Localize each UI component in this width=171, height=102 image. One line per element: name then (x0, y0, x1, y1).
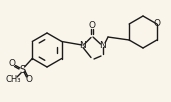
Text: CH₃: CH₃ (5, 75, 21, 84)
Text: N: N (79, 40, 85, 49)
Text: O: O (154, 19, 161, 28)
Text: O: O (25, 74, 32, 84)
Text: N: N (100, 40, 106, 49)
Text: O: O (9, 59, 16, 69)
Text: S: S (19, 65, 25, 75)
Text: O: O (89, 22, 95, 30)
